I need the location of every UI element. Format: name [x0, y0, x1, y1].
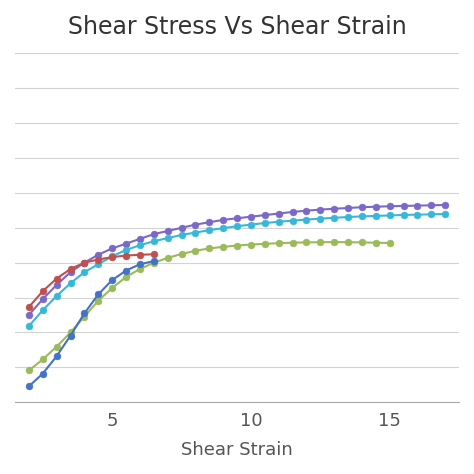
Title: Shear Stress Vs Shear Strain: Shear Stress Vs Shear Strain — [68, 15, 406, 39]
X-axis label: Shear Strain: Shear Strain — [181, 441, 293, 459]
